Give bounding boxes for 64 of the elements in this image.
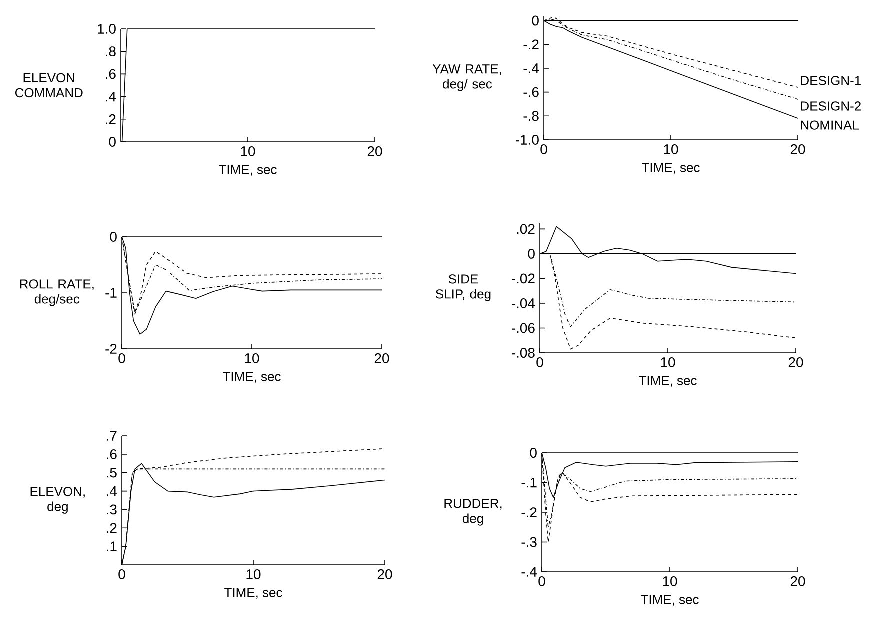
y-tick-label: 0	[530, 448, 537, 458]
x-tick-label: 10	[241, 146, 256, 156]
x-axis-title: TIME, sec	[223, 372, 281, 383]
y-tick-label: -2	[106, 344, 117, 354]
x-axis-title: TIME, sec	[641, 595, 699, 606]
series-label: NOMINAL	[801, 120, 860, 130]
x-tick-label: 10	[245, 354, 260, 364]
y-tick-label: 0	[110, 232, 117, 242]
y-tick-label: -.8	[524, 111, 539, 122]
y-tick-label: .02	[517, 224, 535, 234]
x-axis-title: TIME, sec	[224, 588, 282, 599]
x-tick-label: 10	[663, 576, 678, 586]
y-tick-label: -.08	[512, 348, 535, 358]
y-tick-label: -1	[106, 288, 117, 298]
y-tick-label: .4	[106, 92, 116, 102]
series-label: DESIGN-1	[801, 76, 861, 86]
y-tick-label: .5	[107, 468, 117, 478]
x-tick-label: 10	[664, 144, 678, 154]
x-axis-title: TIME, sec	[639, 376, 697, 387]
y-axis-title: YAW RATE, deg/ sec	[432, 64, 502, 92]
y-tick-label: 0	[109, 137, 116, 147]
y-tick-label: -.2	[524, 40, 539, 50]
y-tick-label: .8	[106, 46, 116, 57]
x-tick-label: 20	[788, 358, 804, 368]
series-label: DESIGN-2	[801, 102, 861, 111]
y-tick-label: -.6	[524, 87, 539, 98]
y-axis-title: SIDE SLIP, deg	[436, 274, 491, 302]
y-tick-label: .4	[107, 486, 118, 496]
x-tick-label: 0	[538, 576, 546, 586]
y-tick-label: .7	[107, 431, 117, 441]
y-tick-label: -.2	[522, 508, 537, 518]
x-axis-title: TIME, sec	[642, 163, 700, 174]
y-tick-label: .6	[106, 69, 116, 80]
y-tick-label: -.06	[512, 323, 535, 334]
y-axis-title: ELEVON COMMAND	[15, 73, 83, 98]
y-tick-label: -.4	[522, 567, 538, 577]
y-tick-label: .2	[106, 114, 116, 124]
x-tick-label: 0	[118, 570, 126, 580]
y-tick-label: 0	[532, 16, 539, 26]
y-tick-label: .2	[107, 523, 117, 534]
x-tick-label: 20	[374, 354, 390, 364]
y-tick-label: -.3	[522, 537, 537, 548]
x-tick-label: 10	[246, 570, 261, 580]
y-tick-label: -.02	[512, 274, 535, 284]
x-tick-label: 0	[540, 144, 548, 154]
x-tick-label: 20	[790, 576, 806, 586]
y-axis-title: RUDDER, deg	[444, 499, 502, 526]
x-tick-label: 0	[118, 354, 126, 364]
x-tick-label: 20	[790, 144, 806, 154]
x-tick-label: 20	[368, 146, 382, 156]
y-axis-title: ELEVON, deg	[30, 487, 85, 514]
y-tick-label: .6	[107, 449, 117, 460]
x-tick-label: 20	[378, 570, 392, 580]
y-tick-label: 1.0	[98, 24, 116, 34]
y-tick-label: 0	[528, 248, 535, 259]
y-tick-label: -.04	[512, 298, 536, 308]
y-tick-label: -.4	[524, 64, 540, 74]
x-axis-title: TIME, sec	[219, 165, 277, 176]
x-tick-label: 10	[661, 358, 676, 368]
y-tick-label: .3	[107, 504, 117, 515]
y-tick-label: -.1	[522, 478, 537, 488]
y-tick-label: -1.0	[516, 135, 539, 145]
y-axis-title: ROLL RATE, deg/sec	[20, 280, 94, 306]
y-tick-label: .1	[107, 542, 117, 552]
